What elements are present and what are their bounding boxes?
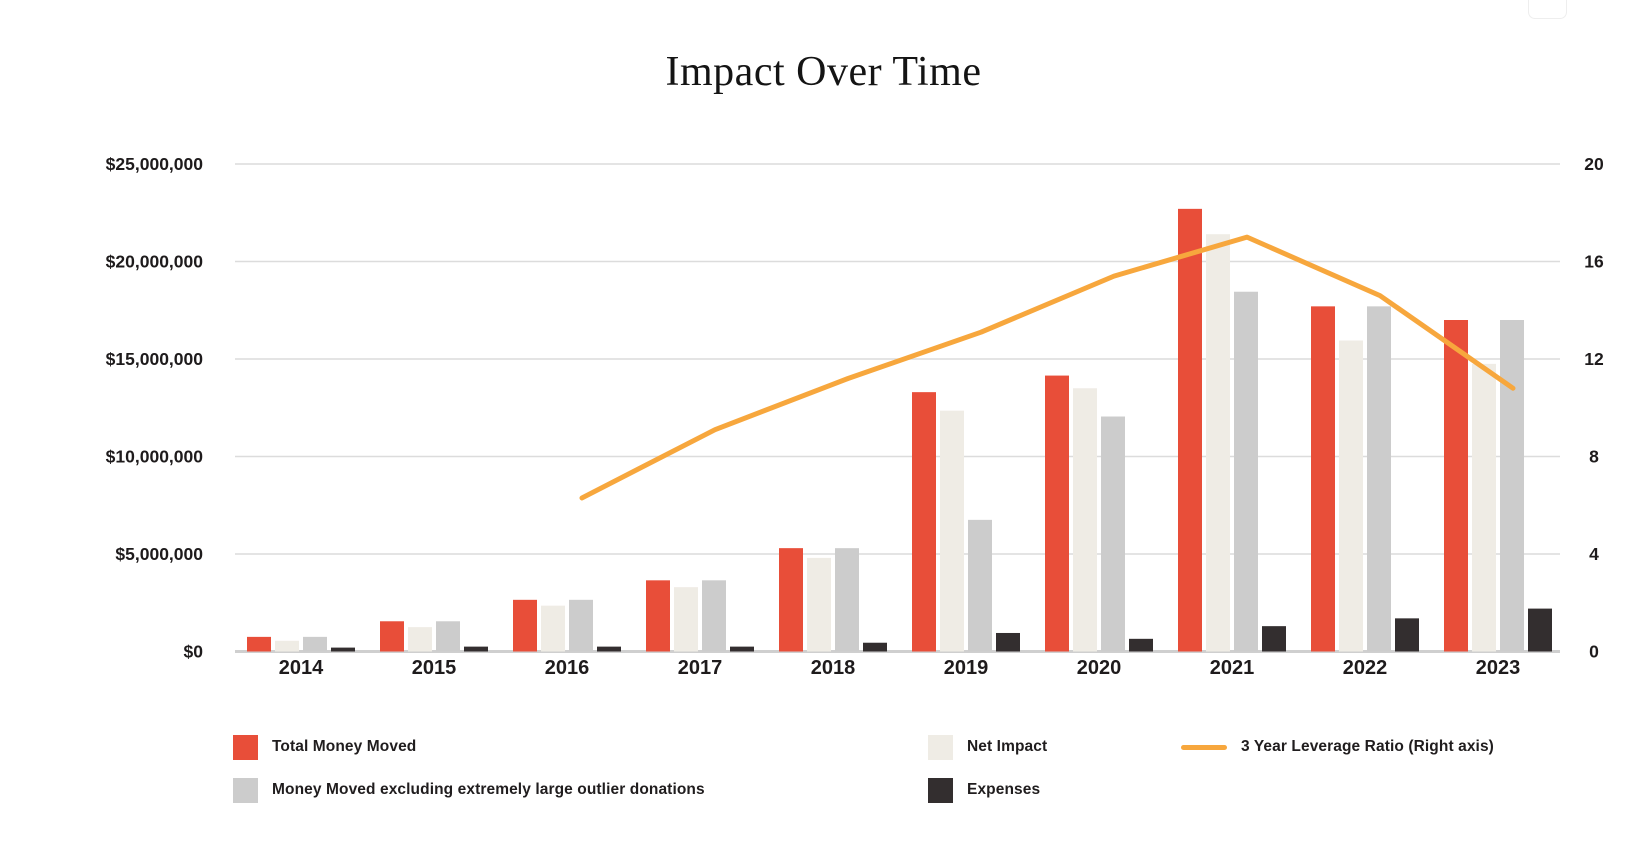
x-axis-tick: 2017 — [678, 657, 723, 679]
bar — [912, 392, 936, 652]
x-axis-tick: 2014 — [279, 657, 324, 679]
total-money-moved-swatch-icon — [233, 734, 258, 760]
x-axis-tick: 2015 — [412, 657, 457, 679]
right-axis-tick: 20 — [1584, 154, 1604, 174]
bar — [436, 621, 460, 652]
bar — [1262, 626, 1286, 652]
bars-series-2 — [303, 291, 1524, 652]
cropped-ui-artifact — [1528, 0, 1567, 19]
legend-item-money-moved-excluding-outliers: Money Moved excluding extremely large ou… — [233, 777, 705, 803]
bar — [1311, 306, 1335, 652]
x-axis-tick: 2022 — [1343, 657, 1388, 679]
x-axis-labels: 2014 2015 2016 2017 2018 2019 2020 2021 2022 2023 — [279, 657, 1521, 679]
x-axis-tick: 2016 — [545, 657, 590, 679]
bar — [1234, 291, 1258, 652]
bar — [408, 627, 432, 652]
left-axis-tick: $15,000,000 — [106, 349, 204, 369]
bars-series-3 — [331, 608, 1552, 652]
legend-item-expenses: Expenses — [928, 777, 1040, 803]
bar — [702, 580, 726, 652]
bar — [863, 642, 887, 652]
x-axis-tick: 2018 — [811, 657, 856, 679]
bar — [541, 605, 565, 652]
bar — [807, 557, 831, 652]
bars-series-1 — [275, 234, 1496, 652]
bar — [1206, 234, 1230, 652]
bar — [996, 632, 1020, 652]
bar — [1528, 608, 1552, 652]
legend-label: Total Money Moved — [272, 738, 417, 755]
legend-label: Money Moved excluding extremely large ou… — [272, 781, 705, 798]
bar — [1178, 208, 1202, 652]
bar — [940, 410, 964, 652]
left-axis-labels: $0 $5,000,000 $10,000,000 $15,000,000 $20,00… — [106, 154, 204, 662]
money-moved-excluding-outliers-swatch-icon — [233, 777, 258, 803]
leverage-ratio-line-swatch-icon — [1181, 744, 1227, 750]
bar — [730, 646, 754, 652]
bar — [247, 636, 271, 652]
bar — [968, 519, 992, 652]
left-axis-tick: $25,000,000 — [106, 154, 204, 174]
bar — [1367, 306, 1391, 652]
bar — [835, 548, 859, 652]
bar — [303, 636, 327, 652]
chart-title: Impact Over Time — [665, 49, 982, 95]
bar — [1444, 320, 1468, 652]
bar — [275, 640, 299, 652]
right-axis-tick: 16 — [1584, 252, 1604, 272]
bar — [569, 599, 593, 652]
right-axis-tick: 0 — [1589, 642, 1599, 662]
leverage-ratio-line — [579, 234, 1516, 501]
legend-label: Net Impact — [967, 738, 1048, 755]
bar — [1101, 416, 1125, 652]
right-axis-tick: 4 — [1589, 544, 1599, 564]
bar — [779, 548, 803, 652]
net-impact-swatch-icon — [928, 734, 953, 760]
legend-item-net-impact: Net Impact — [928, 734, 1047, 760]
expenses-swatch-icon — [928, 777, 953, 803]
left-axis-tick: $5,000,000 — [115, 544, 203, 564]
x-axis-tick: 2021 — [1210, 657, 1255, 679]
bar — [1472, 363, 1496, 652]
bar — [1339, 340, 1363, 652]
bar — [597, 646, 621, 652]
bar — [513, 599, 537, 652]
left-axis-tick: $10,000,000 — [106, 447, 204, 467]
left-axis-tick: $0 — [184, 642, 204, 662]
legend-label: 3 Year Leverage Ratio (Right axis) — [1241, 738, 1494, 755]
bar — [464, 646, 488, 652]
bar — [674, 587, 698, 652]
bar — [1073, 388, 1097, 652]
x-axis-tick: 2019 — [944, 657, 989, 679]
bar — [1395, 618, 1419, 652]
x-axis-tick: 2020 — [1077, 657, 1122, 679]
bars-series-0 — [247, 208, 1468, 652]
legend-item-total-money-moved: Total Money Moved — [233, 734, 416, 760]
left-axis-tick: $20,000,000 — [106, 252, 204, 272]
bar — [1129, 638, 1153, 652]
bar — [646, 580, 670, 652]
right-axis-labels: 0 4 8 12 16 20 — [1584, 154, 1604, 662]
bar — [1500, 320, 1524, 652]
bar — [1045, 375, 1069, 652]
legend-label: Expenses — [967, 781, 1041, 798]
right-axis-tick: 12 — [1584, 349, 1604, 369]
right-axis-tick: 8 — [1589, 447, 1599, 467]
bar — [380, 621, 404, 652]
x-axis-tick: 2023 — [1476, 657, 1521, 679]
legend-item-leverage-ratio: 3 Year Leverage Ratio (Right axis) — [1181, 734, 1494, 760]
bar — [331, 647, 355, 652]
